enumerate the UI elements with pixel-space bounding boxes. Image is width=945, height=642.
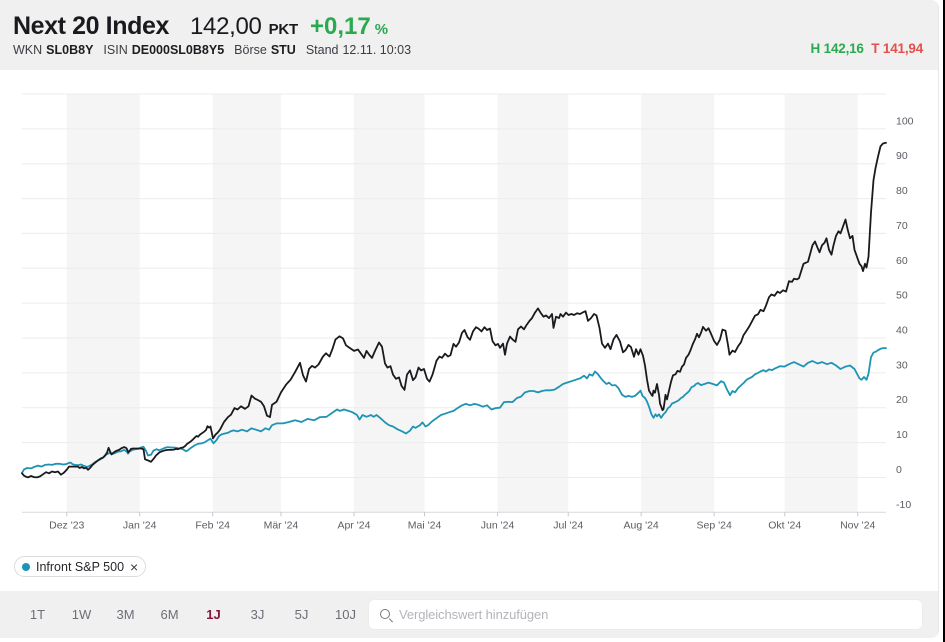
day-high: H 142,16 bbox=[810, 41, 864, 56]
header-title-row: Next 20 Index 142,00 PKT +0,17 % bbox=[13, 12, 389, 40]
svg-text:20: 20 bbox=[896, 394, 908, 406]
meta-wkn: WKN SL0B8Y bbox=[13, 43, 94, 57]
svg-text:40: 40 bbox=[896, 325, 908, 337]
change-percent-sign: % bbox=[374, 21, 389, 38]
period-button-1j[interactable]: 1J bbox=[198, 603, 229, 626]
series-color-dot bbox=[22, 562, 30, 571]
svg-text:0: 0 bbox=[896, 464, 902, 476]
high-low-values: H 142,16 T 141,94 bbox=[810, 41, 924, 56]
current-price: 142,00 bbox=[189, 13, 262, 40]
period-button-1t[interactable]: 1T bbox=[22, 603, 53, 626]
period-button-6m[interactable]: 6M bbox=[154, 603, 185, 626]
svg-text:-10: -10 bbox=[896, 499, 911, 511]
comparison-chip-label: Infront S&P 500 bbox=[36, 559, 125, 574]
comparison-search-input[interactable] bbox=[399, 607, 912, 622]
svg-text:10: 10 bbox=[896, 429, 908, 441]
svg-text:30: 30 bbox=[896, 359, 908, 371]
meta-stand: Stand 12.11. 10:03 bbox=[305, 43, 412, 57]
period-button-10j[interactable]: 10J bbox=[330, 603, 361, 626]
chart-canvas[interactable]: -10 0 10 20 30 40 50 60 70 80 90 100 Dez '23 Jan '24 F… bbox=[0, 70, 939, 545]
svg-text:Okt '24: Okt '24 bbox=[768, 519, 801, 531]
meta-isin: ISIN DE000SL0B8Y5 bbox=[103, 43, 225, 57]
svg-text:60: 60 bbox=[896, 255, 908, 267]
day-low: T 141,94 bbox=[871, 41, 923, 56]
svg-text:Apr '24: Apr '24 bbox=[337, 519, 370, 531]
period-switcher: 1T 1W 3M 6M 1J 3J 5J 10J bbox=[0, 603, 374, 626]
price-unit: PKT bbox=[268, 21, 299, 38]
svg-text:70: 70 bbox=[896, 220, 908, 232]
instrument-header: Next 20 Index 142,00 PKT +0,17 % WKN SL0B… bbox=[0, 0, 938, 70]
svg-text:Jun '24: Jun '24 bbox=[481, 519, 515, 531]
svg-text:Aug '24: Aug '24 bbox=[623, 519, 658, 531]
meta-boerse: Börse STU bbox=[234, 43, 296, 57]
svg-text:Mai '24: Mai '24 bbox=[408, 519, 442, 531]
svg-text:90: 90 bbox=[896, 150, 908, 162]
remove-comparison-icon[interactable]: × bbox=[130, 558, 139, 575]
svg-text:Jan '24: Jan '24 bbox=[123, 519, 157, 531]
svg-text:80: 80 bbox=[896, 185, 908, 197]
period-button-5j[interactable]: 5J bbox=[286, 603, 317, 626]
search-icon bbox=[379, 608, 392, 621]
instrument-name: Next 20 Index bbox=[13, 12, 169, 40]
svg-text:Mär '24: Mär '24 bbox=[264, 519, 299, 531]
period-button-3j[interactable]: 3J bbox=[242, 603, 273, 626]
price-chart[interactable]: -10 0 10 20 30 40 50 60 70 80 90 100 Dez '23 Jan '24 F… bbox=[0, 70, 939, 545]
svg-text:Dez '23: Dez '23 bbox=[49, 519, 84, 531]
svg-text:Jul '24: Jul '24 bbox=[553, 519, 583, 531]
comparison-chip[interactable]: Infront S&P 500 × bbox=[14, 556, 147, 577]
chart-toolbar: 1T 1W 3M 6M 1J 3J 5J 10J bbox=[0, 591, 938, 638]
svg-text:Feb '24: Feb '24 bbox=[195, 519, 230, 531]
period-button-3m[interactable]: 3M bbox=[110, 603, 141, 626]
comparison-search-box[interactable] bbox=[368, 599, 923, 630]
instrument-meta-row: WKN SL0B8Y ISIN DE000SL0B8Y5 Börse STU Stan… bbox=[13, 43, 421, 57]
viewport-right-edge bbox=[943, 0, 945, 642]
period-button-1w[interactable]: 1W bbox=[66, 603, 97, 626]
svg-text:50: 50 bbox=[896, 290, 908, 302]
svg-text:Sep '24: Sep '24 bbox=[697, 519, 732, 531]
change-percent: +0,17 bbox=[310, 13, 371, 40]
comparison-legend-row: Infront S&P 500 × bbox=[0, 545, 938, 591]
svg-text:Nov '24: Nov '24 bbox=[840, 519, 875, 531]
svg-text:100: 100 bbox=[896, 115, 914, 127]
